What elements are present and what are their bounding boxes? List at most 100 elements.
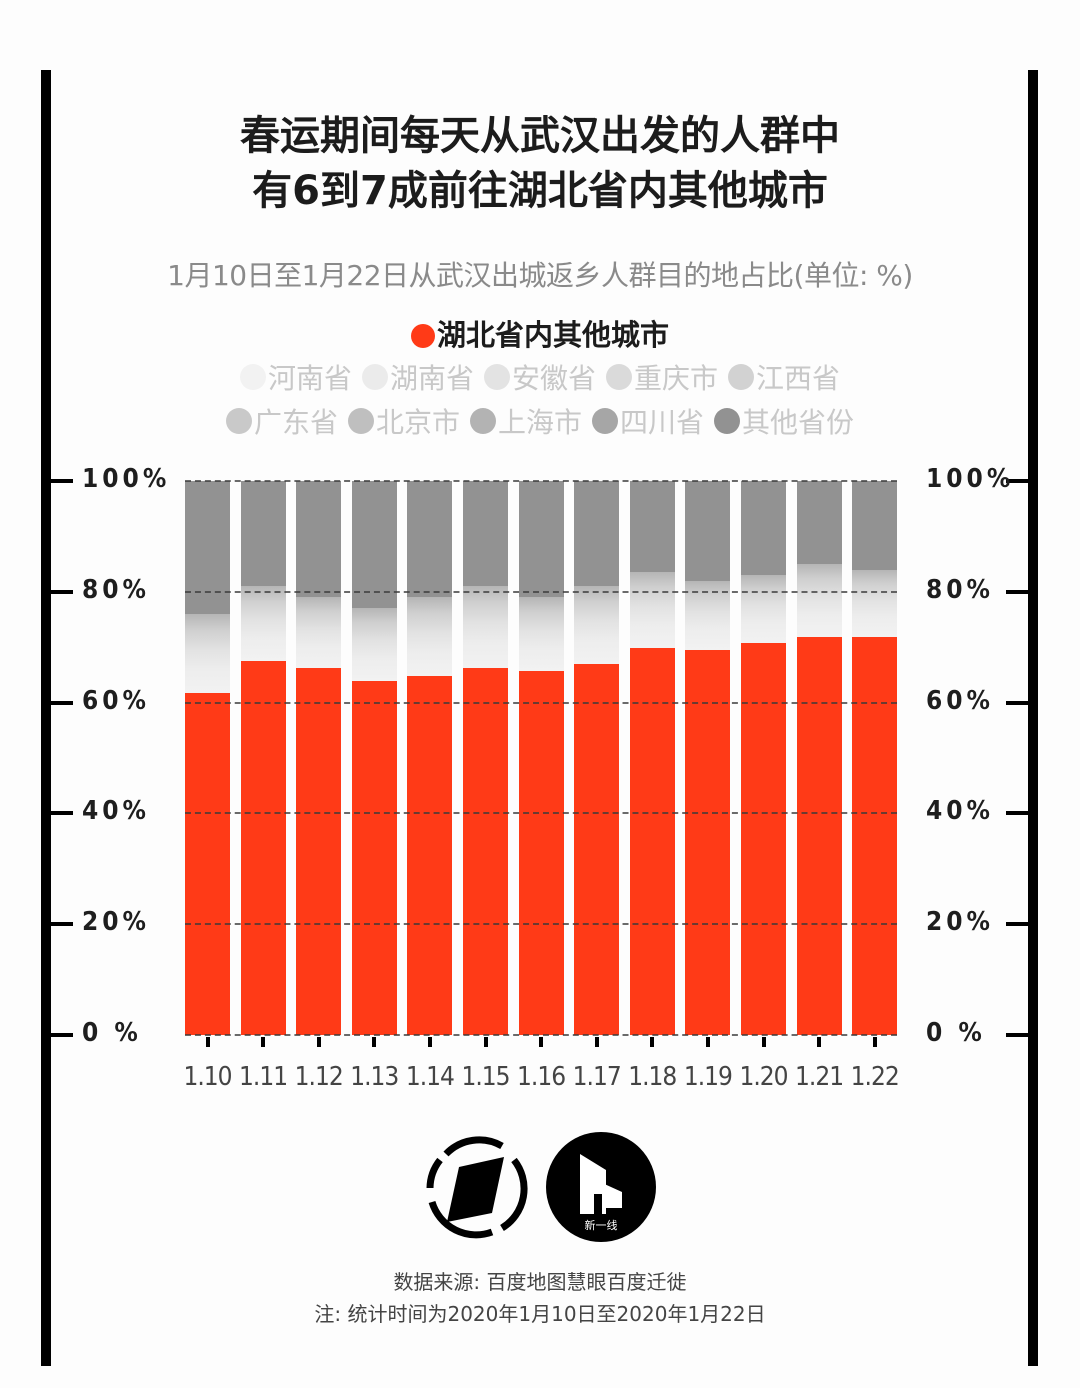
x-tick [650, 1037, 655, 1047]
y-tick-label: 80% [82, 574, 150, 605]
y-tick [1006, 589, 1028, 594]
segment-hubei-other-cities [796, 637, 842, 1035]
legend-item: 安徽省 [483, 357, 596, 397]
bar-1.12 [296, 481, 342, 1035]
legend-item: 北京市 [347, 401, 460, 441]
legend-dot-icon [361, 364, 388, 390]
segment-other-provinces [796, 564, 842, 638]
x-tick [705, 1037, 710, 1047]
segment-other-provinces [351, 608, 397, 681]
legend-dot-icon [410, 324, 435, 348]
segment-hubei-other-cities [407, 676, 453, 1035]
x-tick [872, 1037, 877, 1047]
y-tick-label: 100% [926, 464, 1015, 494]
legend-item: 江西省 [728, 357, 840, 397]
legend-main-label: 湖北省内其他城市 [436, 318, 669, 352]
segment-hubei-other-cities [185, 693, 230, 1035]
y-tick [1006, 700, 1028, 705]
y-tick [51, 811, 73, 816]
segment-other-provinces [463, 586, 508, 669]
chart-title-line2: 有6到7成前往湖北省内其他城市 [252, 168, 828, 214]
legend-dot-icon [483, 364, 510, 390]
x-tick [316, 1037, 321, 1047]
legend-item: 其他省份 [714, 401, 854, 441]
legend-dot-icon [606, 364, 632, 390]
legend-dot-icon [347, 408, 374, 434]
legend-item: 重庆市 [606, 357, 718, 397]
gridline [185, 812, 897, 815]
y-tick-label: 100% [82, 464, 171, 494]
x-tick [761, 1037, 766, 1047]
x-tick [817, 1037, 822, 1047]
legend-item: 湖南省 [361, 357, 474, 397]
bar-1.13 [351, 481, 397, 1035]
legend-main: 湖北省内其他城市 [0, 312, 1080, 354]
legend-label: 其他省份 [742, 406, 855, 439]
y-tick [51, 700, 73, 705]
x-tick-label: 1.11 [239, 1062, 288, 1092]
legend-item: 广东省 [225, 401, 338, 441]
segment-other-provinces [407, 597, 453, 677]
y-tick [1006, 479, 1028, 483]
x-tick-label: 1.19 [683, 1062, 733, 1092]
data-source: 数据来源: 百度地图慧眼百度迁徙 [393, 1270, 687, 1294]
diamond-logo-icon [426, 1136, 528, 1239]
x-tick-label: 1.12 [294, 1062, 344, 1092]
legend-label: 湖南省 [389, 362, 474, 395]
bar-1.10 [185, 481, 230, 1035]
x-tick-label: 1.20 [739, 1062, 788, 1092]
legend-label: 河南省 [267, 362, 352, 395]
bar-1.15 [463, 481, 508, 1035]
y-tick-label: 40% [82, 796, 150, 827]
bar-1.17 [574, 481, 620, 1035]
y-tick-label: 0 % [82, 1018, 142, 1048]
xinyixian-logo-icon: 新一线 [546, 1132, 656, 1242]
gridline [185, 1034, 897, 1036]
x-tick-label: 1.17 [572, 1062, 622, 1092]
x-tick [483, 1037, 488, 1047]
legend-dot-icon [239, 364, 266, 390]
segment-other-provinces [518, 597, 564, 672]
segment-hubei-other-cities [852, 637, 898, 1035]
bar-1.21 [796, 481, 842, 1035]
segment-hubei-other-cities [741, 642, 786, 1035]
gridline [185, 480, 897, 482]
segment-other-provinces [240, 586, 286, 662]
legend-label: 上海市 [497, 406, 582, 439]
gridline [185, 590, 897, 593]
x-tick-label: 1.15 [461, 1062, 510, 1092]
bar-1.20 [741, 481, 786, 1035]
y-tick-label: 20% [926, 907, 994, 938]
segment-other-provinces [296, 597, 342, 669]
y-tick [51, 922, 73, 927]
y-tick [51, 589, 73, 594]
svg-text:新一线: 新一线 [585, 1218, 618, 1232]
segment-hubei-other-cities [518, 671, 564, 1035]
legend-row-1: 河南省 湖南省 安徽省 重庆市 江西省 [0, 357, 1080, 397]
x-tick-label: 1.14 [405, 1062, 455, 1092]
y-tick-label: 60% [82, 685, 150, 716]
chart-title-line1: 春运期间每天从武汉出发的人群中 [240, 113, 840, 159]
x-tick [539, 1037, 544, 1047]
y-tick [1006, 1033, 1028, 1037]
x-tick [427, 1037, 432, 1047]
x-tick-label: 1.22 [850, 1062, 900, 1092]
gridline [185, 923, 897, 926]
y-tick [1006, 922, 1028, 927]
segment-hubei-other-cities [574, 663, 620, 1035]
legend-label: 江西省 [756, 362, 841, 395]
legend-dot-icon [592, 408, 618, 434]
stacked-bar-plot [185, 480, 898, 1036]
segment-other-provinces [185, 613, 230, 694]
legend-label: 安徽省 [511, 362, 596, 395]
segment-hubei-other-cities [685, 649, 731, 1035]
segment-hubei-other-cities [629, 647, 675, 1035]
x-tick [594, 1037, 599, 1047]
segment-other-provinces [574, 586, 620, 664]
bar-1.22 [852, 481, 898, 1035]
segment-hubei-other-cities [351, 681, 397, 1035]
legend-dot-icon [225, 408, 252, 434]
y-tick-label: 0 % [926, 1018, 986, 1048]
legend-item: 河南省 [239, 357, 352, 397]
x-tick [261, 1037, 266, 1047]
